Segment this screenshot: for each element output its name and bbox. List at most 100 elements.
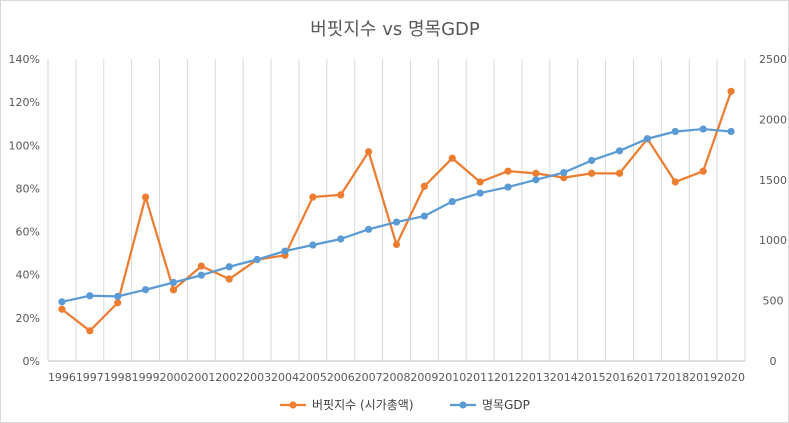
x-axis-tick-label: 2015 xyxy=(578,371,606,384)
data-point xyxy=(253,255,261,264)
data-point xyxy=(560,168,568,177)
x-axis-tick-label: 2002 xyxy=(215,371,243,384)
data-point xyxy=(615,169,624,177)
data-point xyxy=(504,167,512,175)
data-point xyxy=(420,182,428,190)
legend-item: 명목GDP xyxy=(450,398,530,412)
data-point xyxy=(671,127,679,136)
x-axis-tick-label: 1998 xyxy=(104,371,132,384)
data-point xyxy=(309,241,317,249)
data-point xyxy=(588,169,596,177)
x-axis-tick-label: 2008 xyxy=(383,371,411,384)
data-point xyxy=(727,87,735,95)
x-axis-tick-label: 2001 xyxy=(187,371,215,384)
left-axis-tick-label: 0% xyxy=(23,355,40,368)
right-axis-ticks: 0 500 1000 1500 2000 2500 xyxy=(759,53,787,368)
data-point xyxy=(448,197,456,206)
series-1 xyxy=(58,87,735,335)
x-axis-tick-label: 2012 xyxy=(494,371,522,384)
data-point xyxy=(532,176,540,184)
chart-title: 버핏지수 vs 명목GDP xyxy=(310,19,480,40)
left-axis-tick-label: 40% xyxy=(16,269,40,282)
x-axis-tick-label: 1996 xyxy=(48,371,76,384)
right-axis-tick-label: 2000 xyxy=(759,113,787,126)
legend-marker xyxy=(289,401,297,409)
gridlines xyxy=(47,59,746,362)
data-point xyxy=(58,305,66,313)
x-axis-tick-label: 1997 xyxy=(76,371,104,384)
series-line xyxy=(61,90,733,332)
data-point xyxy=(225,263,233,271)
right-axis-tick-label: 2500 xyxy=(759,53,787,66)
data-point xyxy=(588,156,596,165)
data-point xyxy=(225,275,233,283)
legend: 버핏지수 (시가총액) 명목GDP xyxy=(280,398,530,412)
data-point xyxy=(365,148,373,156)
legend-label: 버핏지수 (시가총액) xyxy=(312,398,414,412)
x-axis-tick-label: 2013 xyxy=(522,371,550,384)
left-axis-tick-label: 140% xyxy=(9,53,40,66)
data-point xyxy=(169,278,178,287)
data-point xyxy=(671,178,679,186)
data-point xyxy=(699,167,707,175)
data-point xyxy=(476,189,484,197)
data-point xyxy=(504,183,512,191)
data-point xyxy=(392,240,401,249)
left-axis-tick-label: 20% xyxy=(16,312,40,325)
data-point xyxy=(727,127,735,136)
data-point xyxy=(476,178,484,186)
x-axis-tick-label: 2019 xyxy=(689,371,717,384)
x-axis-tick-label: 2006 xyxy=(327,371,355,384)
data-point xyxy=(86,327,94,335)
data-point xyxy=(532,169,540,177)
x-axis-ticks: 1996 1997 1998 1999 2000 2001 2002 2003 2004 2005… xyxy=(48,371,745,384)
data-point xyxy=(365,225,373,233)
right-axis-tick-label: 1000 xyxy=(759,234,787,247)
data-point xyxy=(699,125,707,133)
right-axis-tick-label: 1500 xyxy=(759,174,787,187)
x-axis-tick-label: 2009 xyxy=(410,371,438,384)
legend-label: 명목GDP xyxy=(482,398,530,412)
x-axis-tick-label: 2017 xyxy=(633,371,661,384)
data-point xyxy=(86,292,94,300)
data-point xyxy=(560,174,568,182)
x-axis-tick-label: 2016 xyxy=(606,371,634,384)
data-point xyxy=(392,218,401,226)
series-group xyxy=(58,87,735,335)
data-point xyxy=(448,154,456,162)
data-point xyxy=(643,135,652,143)
legend-item: 버핏지수 (시가총액) xyxy=(280,398,414,412)
x-axis-tick-label: 2018 xyxy=(661,371,689,384)
data-point xyxy=(281,247,289,255)
x-axis-tick-label: 2014 xyxy=(550,371,578,384)
data-point xyxy=(141,193,150,201)
x-axis-tick-label: 2007 xyxy=(355,371,383,384)
x-axis-tick-label: 2011 xyxy=(466,371,494,384)
data-point xyxy=(337,235,345,243)
x-axis-tick-label: 1999 xyxy=(132,371,160,384)
data-point xyxy=(58,298,66,306)
left-axis-tick-label: 60% xyxy=(16,226,40,239)
data-point xyxy=(197,262,205,270)
x-axis-tick-label: 2004 xyxy=(271,371,299,384)
x-axis-tick-label: 2005 xyxy=(299,371,327,384)
right-axis-tick-label: 0 xyxy=(770,355,777,368)
left-axis-ticks: 0% 20% 40% 60% 80% 100% 120% 140% xyxy=(9,53,40,368)
data-point xyxy=(114,299,122,307)
data-point xyxy=(141,286,150,294)
x-axis-tick-label: 2010 xyxy=(438,371,466,384)
x-axis-tick-label: 2003 xyxy=(243,371,271,384)
left-axis-tick-label: 120% xyxy=(9,96,40,109)
data-point xyxy=(169,286,178,294)
x-axis-tick-label: 2000 xyxy=(159,371,187,384)
left-axis-tick-label: 100% xyxy=(9,139,40,152)
data-point xyxy=(420,212,428,220)
series-2 xyxy=(58,125,735,306)
data-point xyxy=(615,147,624,155)
data-point xyxy=(337,191,345,199)
right-axis-tick-label: 500 xyxy=(763,295,784,308)
left-axis-tick-label: 80% xyxy=(16,182,40,195)
x-axis-tick-label: 2020 xyxy=(717,371,745,384)
